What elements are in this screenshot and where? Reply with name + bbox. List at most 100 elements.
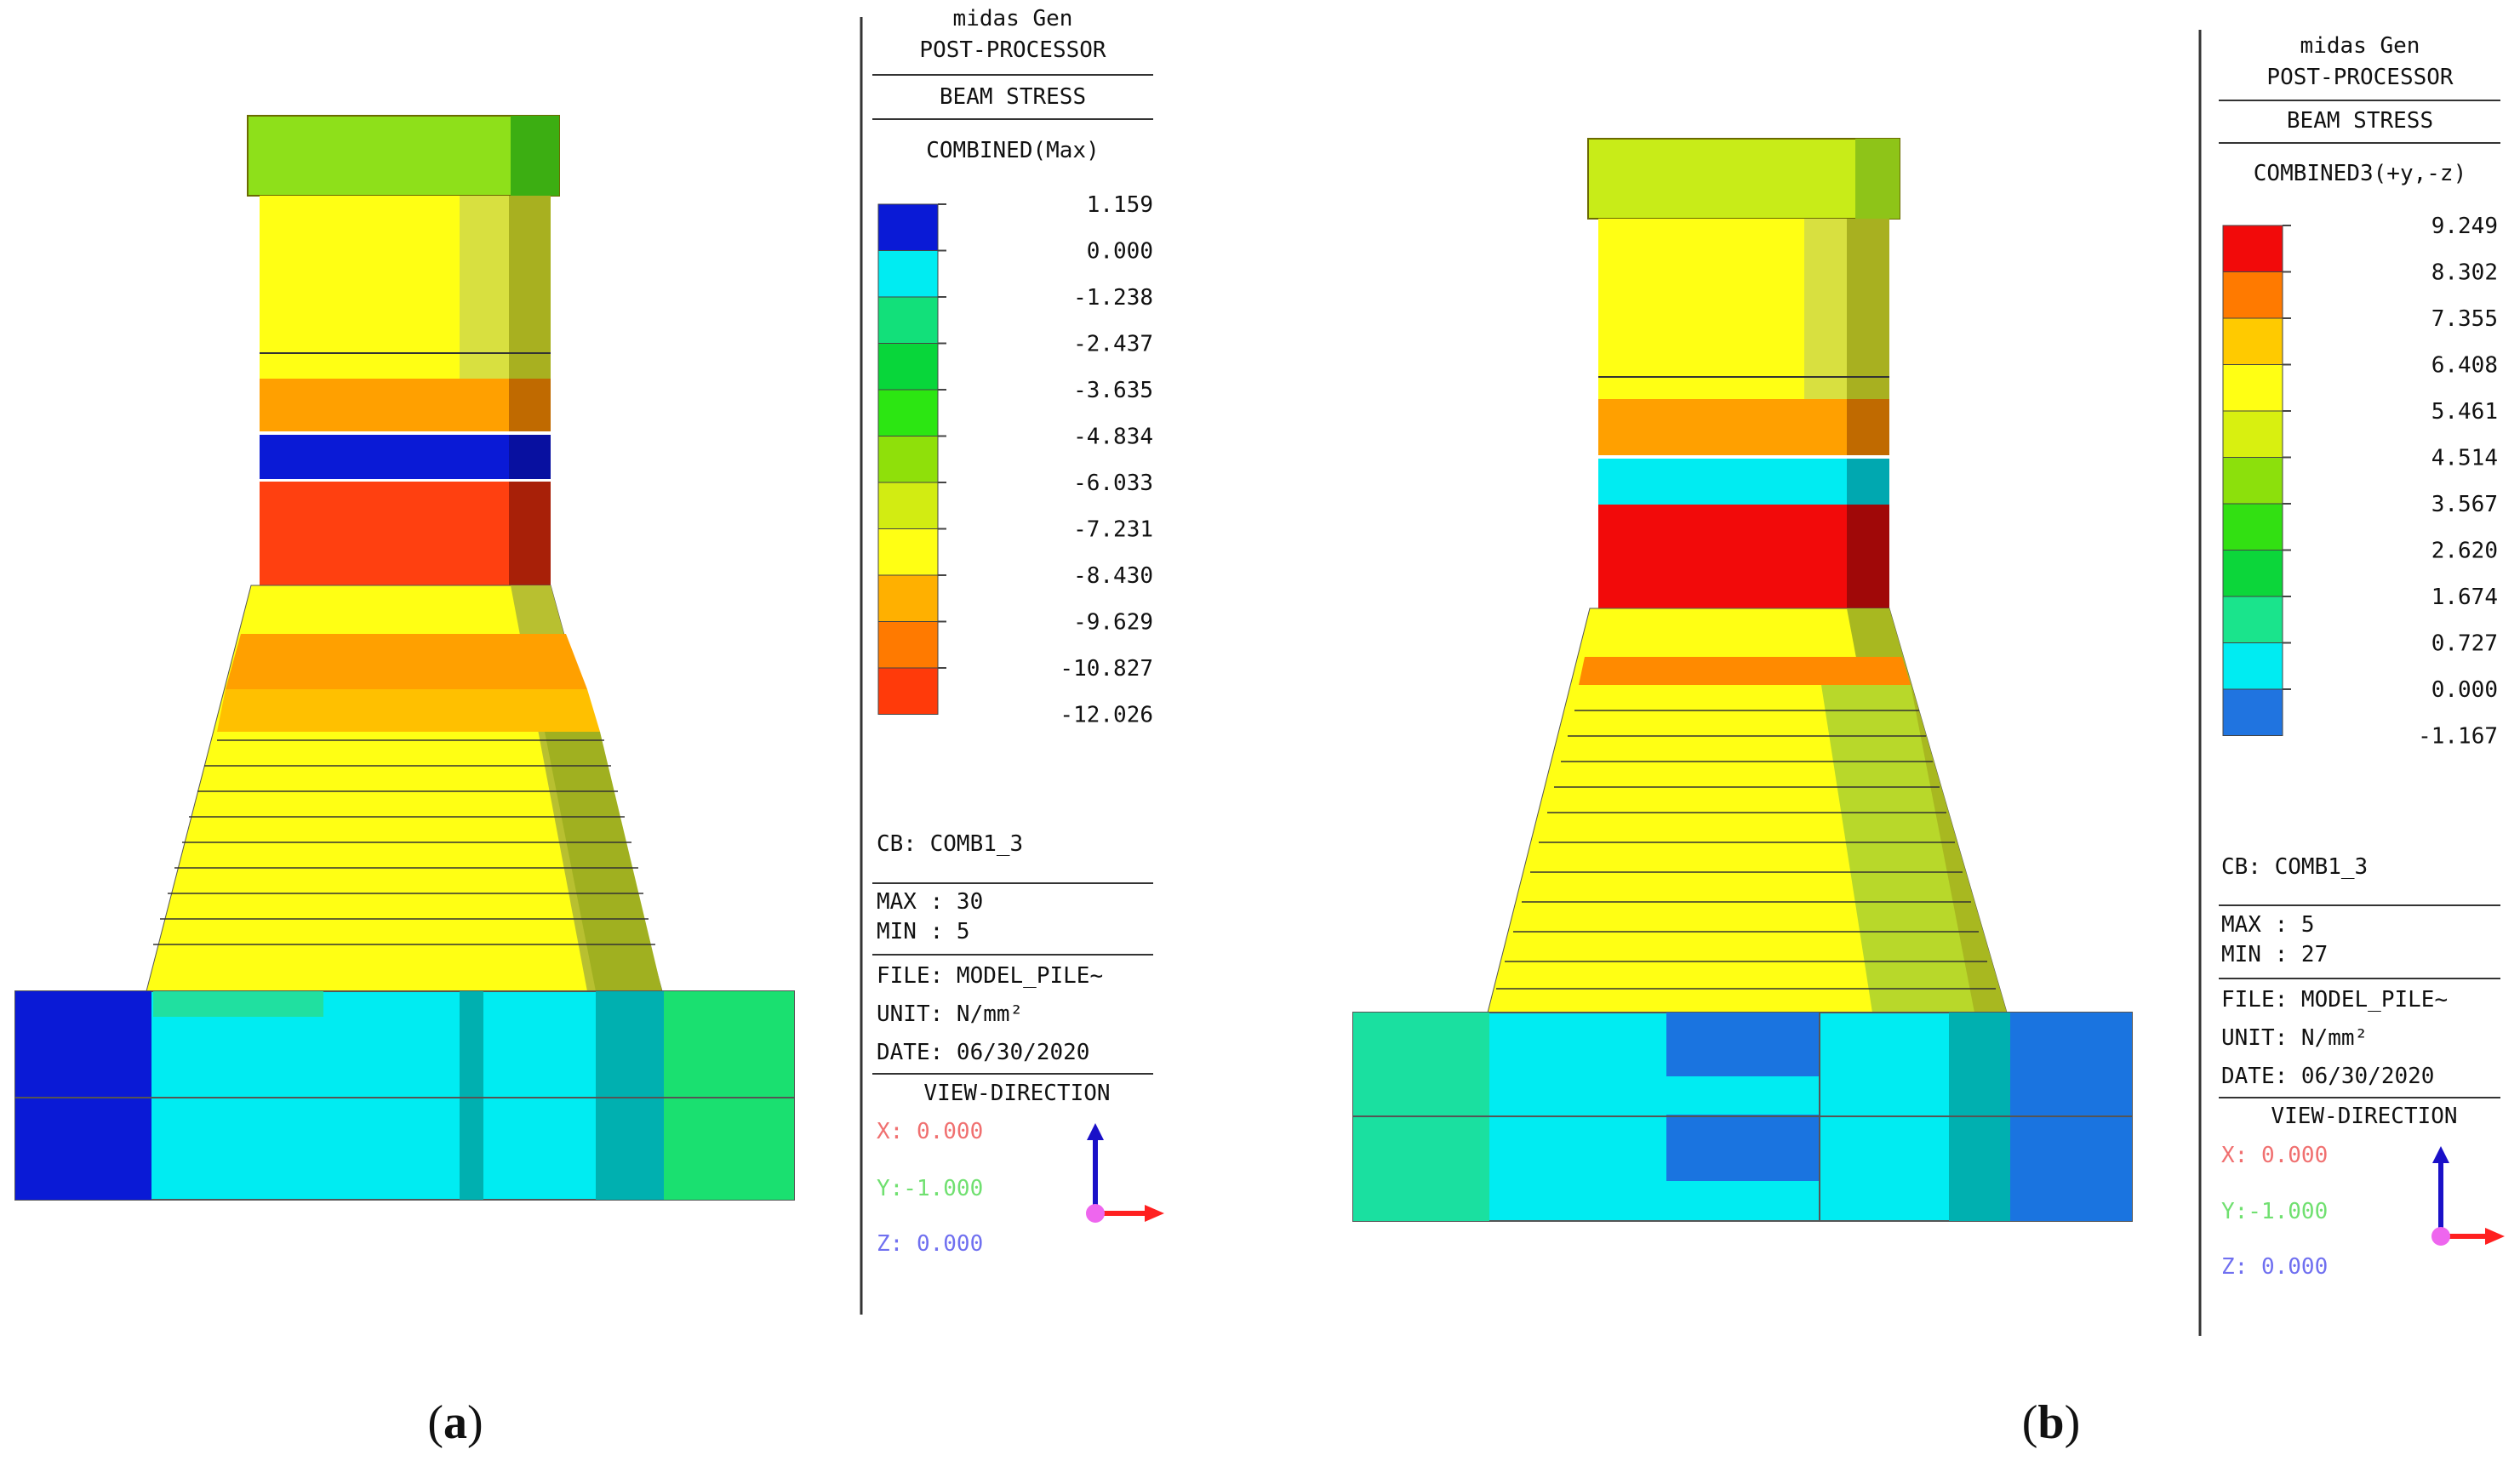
legend-labels: 9.249 8.302 7.355 6.408 5.461 4.514 3.567 2.620… <box>2418 214 2498 750</box>
unit-label: UNIT: N/mm² <box>877 1001 1023 1027</box>
legend-swatch <box>877 203 939 251</box>
component-title: COMBINED(Max) <box>926 138 1100 163</box>
tapered-orange-light <box>217 689 600 732</box>
legend-label: 6.408 <box>2431 353 2498 379</box>
view-z: Z: 0.000 <box>877 1231 983 1257</box>
unit-label: UNIT: N/mm² <box>2221 1025 2368 1051</box>
red-band <box>1598 505 1889 608</box>
cyan-band-edge <box>1847 459 1889 505</box>
legend-swatch <box>2222 503 2283 551</box>
legend-label: -3.635 <box>1073 378 1153 403</box>
cap-block <box>1587 138 1900 220</box>
max-element: MAX : 5 <box>2221 912 2315 938</box>
legend-swatches <box>2222 225 2291 736</box>
pile-cap-left-diag <box>134 991 151 1200</box>
view-z: Z: 0.000 <box>2221 1254 2328 1280</box>
legend-label: -8.430 <box>1073 563 1153 589</box>
legend-swatch <box>2222 457 2283 505</box>
legend-swatch <box>2222 225 2283 272</box>
legend-swatch <box>877 667 939 715</box>
legend-swatch <box>2222 550 2283 597</box>
legend-label: 2.620 <box>2431 539 2498 564</box>
legend-label: -2.437 <box>1073 332 1153 357</box>
legend-swatch <box>2222 642 2283 690</box>
legend-label: 1.674 <box>2431 585 2498 610</box>
module-title: POST-PROCESSOR <box>2266 65 2453 90</box>
legend-label: 0.000 <box>1087 239 1153 265</box>
legend-swatch <box>877 250 939 298</box>
legend-swatch <box>2222 317 2283 365</box>
cap-block <box>247 115 560 197</box>
max-element: MAX : 30 <box>877 889 983 915</box>
legend-swatch <box>2222 271 2283 319</box>
tapered-orange <box>226 634 587 689</box>
result-title: BEAM STRESS <box>2287 108 2433 134</box>
legend-labels: 1.159 0.000 -1.238 -2.437 -3.635 -4.834 -6.033… <box>1060 192 1153 728</box>
view-x: X: 0.000 <box>877 1119 983 1144</box>
legend-swatch <box>2222 688 2283 736</box>
legend-label: 4.514 <box>2431 446 2498 471</box>
legend-label: -12.026 <box>1060 703 1153 728</box>
module-title: POST-PROCESSOR <box>919 37 1106 63</box>
legend-label: 3.567 <box>2431 492 2498 517</box>
combination-label: CB: COMB1_3 <box>2221 854 2368 880</box>
orange-band <box>260 379 551 431</box>
red-band <box>260 482 551 585</box>
file-name: FILE: MODEL_PILE~ <box>877 963 1103 989</box>
legend-swatch <box>2222 410 2283 458</box>
axis-triad-icon <box>1086 1123 1164 1223</box>
shaft-edge <box>1847 219 1889 399</box>
legend-label: 7.355 <box>2431 306 2498 332</box>
view-y: Y:-1.000 <box>2221 1199 2328 1224</box>
legend-swatch <box>877 436 939 483</box>
legend-swatch <box>877 296 939 344</box>
legend-panel-a: midas Gen POST-PROCESSOR BEAM STRESS COM… <box>872 6 1164 1257</box>
file-name: FILE: MODEL_PILE~ <box>2221 987 2448 1013</box>
app-title: midas Gen <box>953 6 1073 31</box>
legend-swatches <box>877 203 946 715</box>
legend-label: 8.302 <box>2431 260 2498 286</box>
tapered-orange <box>1579 657 1911 685</box>
legend-swatch <box>877 528 939 576</box>
combination-label: CB: COMB1_3 <box>877 831 1023 857</box>
pile-cap-blue-upper <box>1666 1013 1820 1076</box>
orange-band <box>1598 399 1889 455</box>
view-direction-title: VIEW-DIRECTION <box>2271 1104 2457 1129</box>
tapered-edge-lower <box>545 732 662 991</box>
cap-shade <box>511 116 559 196</box>
red-band-edge <box>1847 505 1889 608</box>
stress-contour-model-b <box>1352 138 2133 1222</box>
component-title: COMBINED3(+y,-z) <box>2254 161 2466 186</box>
red-band-edge <box>509 482 551 585</box>
view-x: X: 0.000 <box>2221 1143 2328 1168</box>
view-y: Y:-1.000 <box>877 1176 983 1201</box>
pile-cap-right-green <box>655 991 794 1200</box>
blue-band <box>260 435 551 479</box>
pile-cap-mid-teal <box>460 991 483 1200</box>
axis-triad-icon <box>2431 1146 2505 1246</box>
orange-band-edge <box>509 379 551 431</box>
legend-label: 0.000 <box>2431 677 2498 703</box>
result-title: BEAM STRESS <box>940 84 1086 110</box>
caption-a: (a) <box>427 1396 483 1449</box>
legend-label: 0.727 <box>2431 631 2498 657</box>
min-element: MIN : 5 <box>877 919 970 944</box>
app-title: midas Gen <box>2300 33 2420 59</box>
tapered-green-shade <box>1821 685 1974 1013</box>
legend-label: 5.461 <box>2431 399 2498 425</box>
legend-swatch <box>877 621 939 669</box>
pile-cap-green-patch <box>153 991 323 1017</box>
orange-band-edge <box>1847 399 1889 455</box>
cyan-band <box>1598 459 1889 505</box>
legend-label: -6.033 <box>1073 471 1153 496</box>
legend-swatch <box>877 482 939 529</box>
legend-label: 9.249 <box>2431 214 2498 239</box>
legend-label: -1.167 <box>2418 724 2498 750</box>
min-element: MIN : 27 <box>2221 942 2328 967</box>
legend-label: -1.238 <box>1073 285 1153 311</box>
pile-cap-left-blue <box>15 991 151 1200</box>
date-label: DATE: 06/30/2020 <box>877 1040 1089 1065</box>
legend-label: -10.827 <box>1060 656 1153 682</box>
legend-label: -7.231 <box>1073 517 1153 543</box>
